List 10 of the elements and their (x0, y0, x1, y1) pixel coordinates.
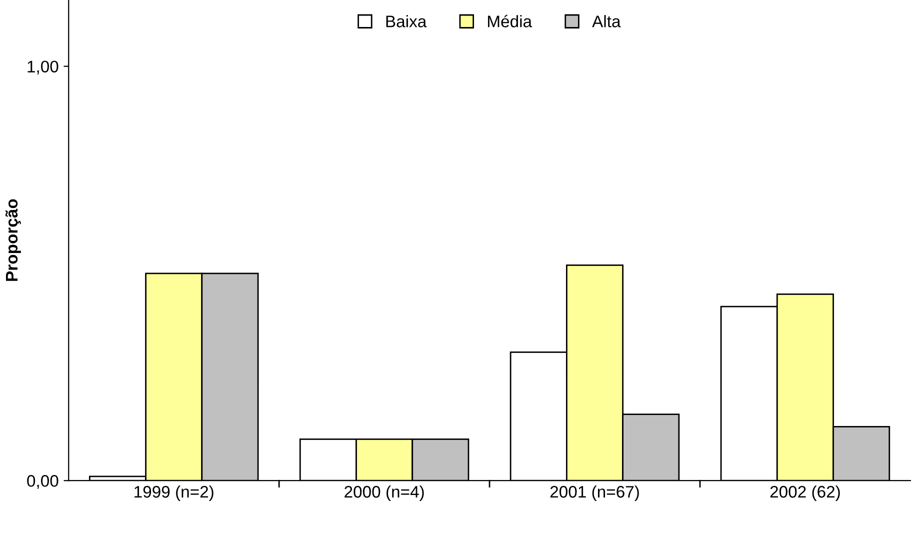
x-tick-label: 2002 (62) (770, 485, 840, 501)
legend-label: Alta (592, 15, 621, 28)
y-tick-label: 0,00 (27, 475, 58, 489)
x-tick-label: 1999 (n=2) (134, 485, 214, 501)
y-axis-title: Proporção (5, 199, 21, 281)
x-tick-label: 2000 (n=4) (344, 485, 424, 501)
legend-label: Média (488, 14, 532, 28)
legend-label: Baixa (386, 15, 427, 28)
x-tick-label: 2001 (n=67) (550, 485, 639, 501)
y-tick-label: 1,00 (28, 60, 58, 74)
